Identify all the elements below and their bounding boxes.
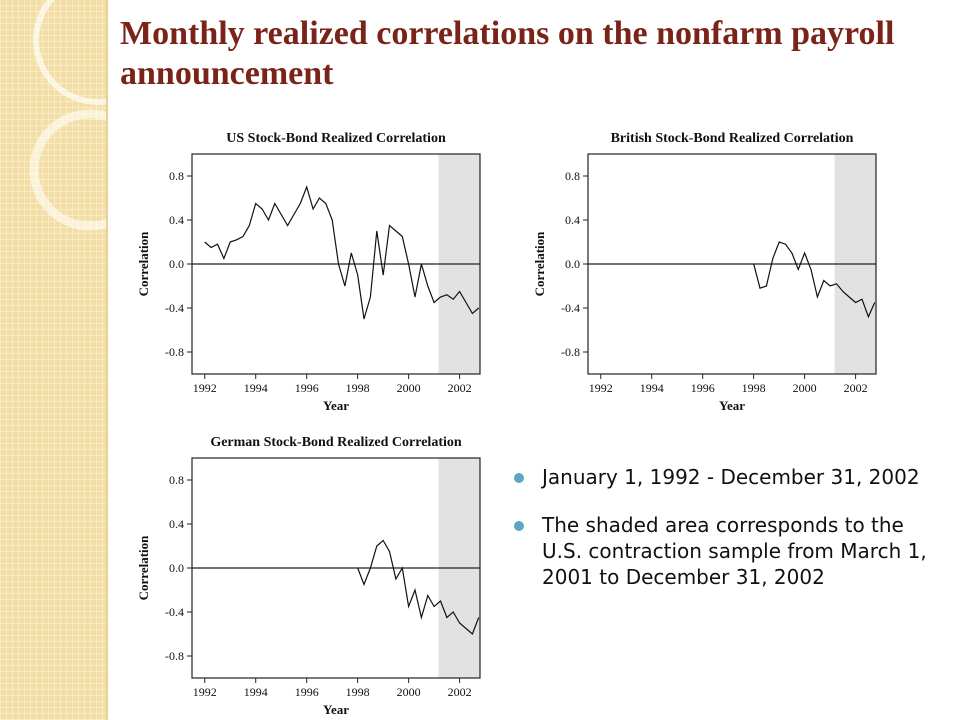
x-tick-label: 1996 [691, 381, 715, 395]
chart-svg: 0.8 0.4 0.0 -0.4 -0.8 1992 1994 1996 1998 2000 200… [136, 131, 481, 413]
y-tick-label: -0.8 [165, 649, 184, 663]
y-tick-label: -0.4 [165, 605, 184, 619]
y-tick-label: 0.0 [169, 257, 184, 271]
x-tick-label: 2002 [844, 381, 868, 395]
x-tick-label: 2000 [793, 381, 817, 395]
decorative-rings [29, 0, 163, 231]
decorative-sidebar [0, 0, 163, 720]
bullet-dot-icon [514, 473, 524, 483]
series-line [753, 241, 876, 319]
slide-title: Monthly realized correlations on the non… [120, 15, 895, 92]
bullet-dot-icon [514, 521, 524, 531]
x-tick-label: 1998 [346, 381, 370, 395]
chart-svg: 0.8 0.4 0.0 -0.4 -0.8 1992 1994 1996 1998 2000 200… [136, 435, 481, 717]
y-tick-label: 0.0 [169, 561, 184, 575]
x-tick-label: 1994 [244, 685, 268, 699]
y-tick-label: -0.4 [165, 301, 184, 315]
chart-title: British Stock-Bond Realized Correlation [611, 131, 854, 146]
y-tick-label: 0.8 [169, 473, 184, 487]
x-tick-label: 2002 [448, 381, 472, 395]
y-tick-label: 0.8 [169, 169, 184, 183]
x-axis-label: Year [719, 398, 745, 413]
x-tick-label: 2000 [397, 685, 421, 699]
y-tick-label: 0.4 [169, 517, 184, 531]
chart-svg: 0.8 0.4 0.0 -0.4 -0.8 1992 1994 1996 1998 2000 200… [532, 131, 877, 413]
x-tick-label: 1992 [193, 381, 217, 395]
x-axis-label: Year [323, 702, 349, 717]
series-line [204, 185, 480, 320]
y-axis-label: Correlation [136, 231, 151, 297]
y-axis-label: Correlation [136, 535, 151, 601]
chart-title: US Stock-Bond Realized Correlation [226, 131, 446, 146]
bullet-text: The shaded area corresponds to the U.S. … [542, 513, 927, 589]
x-tick-label: 1996 [295, 685, 319, 699]
x-tick-label: 1998 [742, 381, 766, 395]
bullet-item: January 1, 1992 - December 31, 2002 [512, 464, 948, 490]
sidebar-divider [106, 0, 108, 720]
x-tick-label: 1992 [193, 685, 217, 699]
x-tick-label: 1992 [589, 381, 613, 395]
y-tick-label: -0.8 [561, 345, 580, 359]
y-tick-label: -0.4 [561, 301, 580, 315]
y-tick-label: 0.4 [169, 213, 184, 227]
x-tick-label: 1994 [244, 381, 268, 395]
bullet-text: January 1, 1992 - December 31, 2002 [542, 465, 920, 489]
x-tick-label: 1996 [295, 381, 319, 395]
x-tick-label: 1994 [640, 381, 664, 395]
y-tick-label: 0.0 [565, 257, 580, 271]
chart-title: German Stock-Bond Realized Correlation [210, 435, 462, 450]
y-tick-label: 0.8 [565, 169, 580, 183]
y-tick-label: 0.4 [565, 213, 580, 227]
bullet-item: The shaded area corresponds to the U.S. … [512, 512, 948, 590]
y-tick-label: -0.8 [165, 345, 184, 359]
us-correlation-chart: 0.8 0.4 0.0 -0.4 -0.8 1992 1994 1996 1998 2000 200… [130, 124, 495, 416]
x-tick-label: 1998 [346, 685, 370, 699]
series-line [357, 539, 480, 636]
german-correlation-chart: 0.8 0.4 0.0 -0.4 -0.8 1992 1994 1996 1998 2000 200… [130, 428, 495, 720]
bullet-list: January 1, 1992 - December 31, 2002 The … [512, 464, 948, 612]
x-axis-label: Year [323, 398, 349, 413]
y-axis-label: Correlation [532, 231, 547, 297]
x-tick-label: 2000 [397, 381, 421, 395]
x-tick-label: 2002 [448, 685, 472, 699]
british-correlation-chart: 0.8 0.4 0.0 -0.4 -0.8 1992 1994 1996 1998 2000 200… [526, 124, 891, 416]
